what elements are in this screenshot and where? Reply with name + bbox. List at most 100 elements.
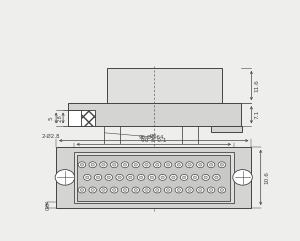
Circle shape: [118, 176, 121, 179]
Circle shape: [175, 187, 182, 193]
Circle shape: [167, 189, 170, 191]
Circle shape: [175, 162, 182, 168]
Bar: [107, 68, 222, 103]
Circle shape: [209, 189, 213, 191]
Circle shape: [177, 163, 181, 166]
Circle shape: [94, 174, 102, 180]
Circle shape: [188, 189, 191, 191]
Circle shape: [213, 174, 220, 180]
Circle shape: [121, 162, 129, 168]
Bar: [68, 110, 85, 126]
Circle shape: [209, 163, 213, 166]
Circle shape: [186, 187, 193, 193]
Circle shape: [100, 187, 107, 193]
Circle shape: [80, 163, 84, 166]
Circle shape: [112, 163, 116, 166]
Circle shape: [182, 176, 186, 179]
Circle shape: [167, 163, 170, 166]
Bar: [77, 154, 230, 201]
Circle shape: [116, 174, 123, 180]
Circle shape: [112, 189, 116, 191]
Circle shape: [233, 170, 252, 185]
Circle shape: [143, 187, 150, 193]
Circle shape: [80, 189, 84, 191]
Circle shape: [89, 187, 96, 193]
Circle shape: [218, 162, 226, 168]
Circle shape: [154, 162, 161, 168]
Circle shape: [96, 176, 100, 179]
Text: 0.3: 0.3: [45, 201, 50, 210]
Text: 96-Ø0.64: 96-Ø0.64: [139, 135, 164, 140]
Circle shape: [159, 174, 166, 180]
Circle shape: [123, 189, 127, 191]
Circle shape: [196, 187, 204, 193]
Circle shape: [132, 162, 140, 168]
Circle shape: [220, 163, 224, 166]
Circle shape: [164, 162, 172, 168]
Bar: [56, 147, 251, 208]
Circle shape: [154, 187, 161, 193]
Circle shape: [196, 162, 204, 168]
Bar: [74, 152, 234, 203]
Circle shape: [105, 174, 112, 180]
Circle shape: [150, 176, 154, 179]
Circle shape: [89, 162, 96, 168]
Circle shape: [123, 163, 127, 166]
Circle shape: [156, 189, 159, 191]
Bar: [211, 126, 242, 132]
Text: 7.1: 7.1: [254, 110, 259, 119]
Circle shape: [145, 189, 148, 191]
Circle shape: [170, 174, 177, 180]
Bar: [80, 110, 95, 126]
Circle shape: [107, 176, 110, 179]
Circle shape: [164, 187, 172, 193]
Circle shape: [143, 162, 150, 168]
Text: 2-Ø2.8: 2-Ø2.8: [42, 134, 61, 139]
Circle shape: [127, 174, 134, 180]
Circle shape: [132, 187, 140, 193]
Circle shape: [207, 162, 215, 168]
Circle shape: [102, 189, 105, 191]
Circle shape: [202, 174, 209, 180]
Circle shape: [134, 163, 137, 166]
Text: 90 ± 0.1: 90 ± 0.1: [141, 138, 167, 143]
Circle shape: [102, 163, 105, 166]
Circle shape: [110, 162, 118, 168]
Circle shape: [188, 163, 191, 166]
Circle shape: [55, 170, 75, 185]
Circle shape: [100, 162, 107, 168]
Circle shape: [134, 189, 137, 191]
Circle shape: [137, 174, 145, 180]
Circle shape: [193, 176, 197, 179]
Circle shape: [129, 176, 132, 179]
Text: 2.8: 2.8: [57, 114, 62, 122]
Bar: [80, 110, 95, 126]
Text: 11.6: 11.6: [254, 79, 259, 92]
Circle shape: [180, 174, 188, 180]
Circle shape: [177, 189, 181, 191]
Circle shape: [83, 174, 91, 180]
Circle shape: [85, 176, 89, 179]
Text: 10.6: 10.6: [264, 171, 269, 184]
Circle shape: [91, 189, 94, 191]
Circle shape: [220, 189, 224, 191]
Circle shape: [199, 189, 202, 191]
Circle shape: [186, 162, 193, 168]
Circle shape: [148, 174, 156, 180]
Circle shape: [145, 163, 148, 166]
Circle shape: [204, 176, 207, 179]
Circle shape: [91, 163, 94, 166]
Text: 5: 5: [48, 116, 53, 120]
Circle shape: [140, 176, 143, 179]
Circle shape: [121, 187, 129, 193]
Circle shape: [172, 176, 175, 179]
Circle shape: [191, 174, 199, 180]
Circle shape: [218, 187, 226, 193]
Circle shape: [156, 163, 159, 166]
Circle shape: [199, 163, 202, 166]
Circle shape: [215, 176, 218, 179]
Circle shape: [161, 176, 164, 179]
Text: 95: 95: [150, 134, 158, 139]
Circle shape: [78, 187, 85, 193]
Bar: [68, 103, 241, 126]
